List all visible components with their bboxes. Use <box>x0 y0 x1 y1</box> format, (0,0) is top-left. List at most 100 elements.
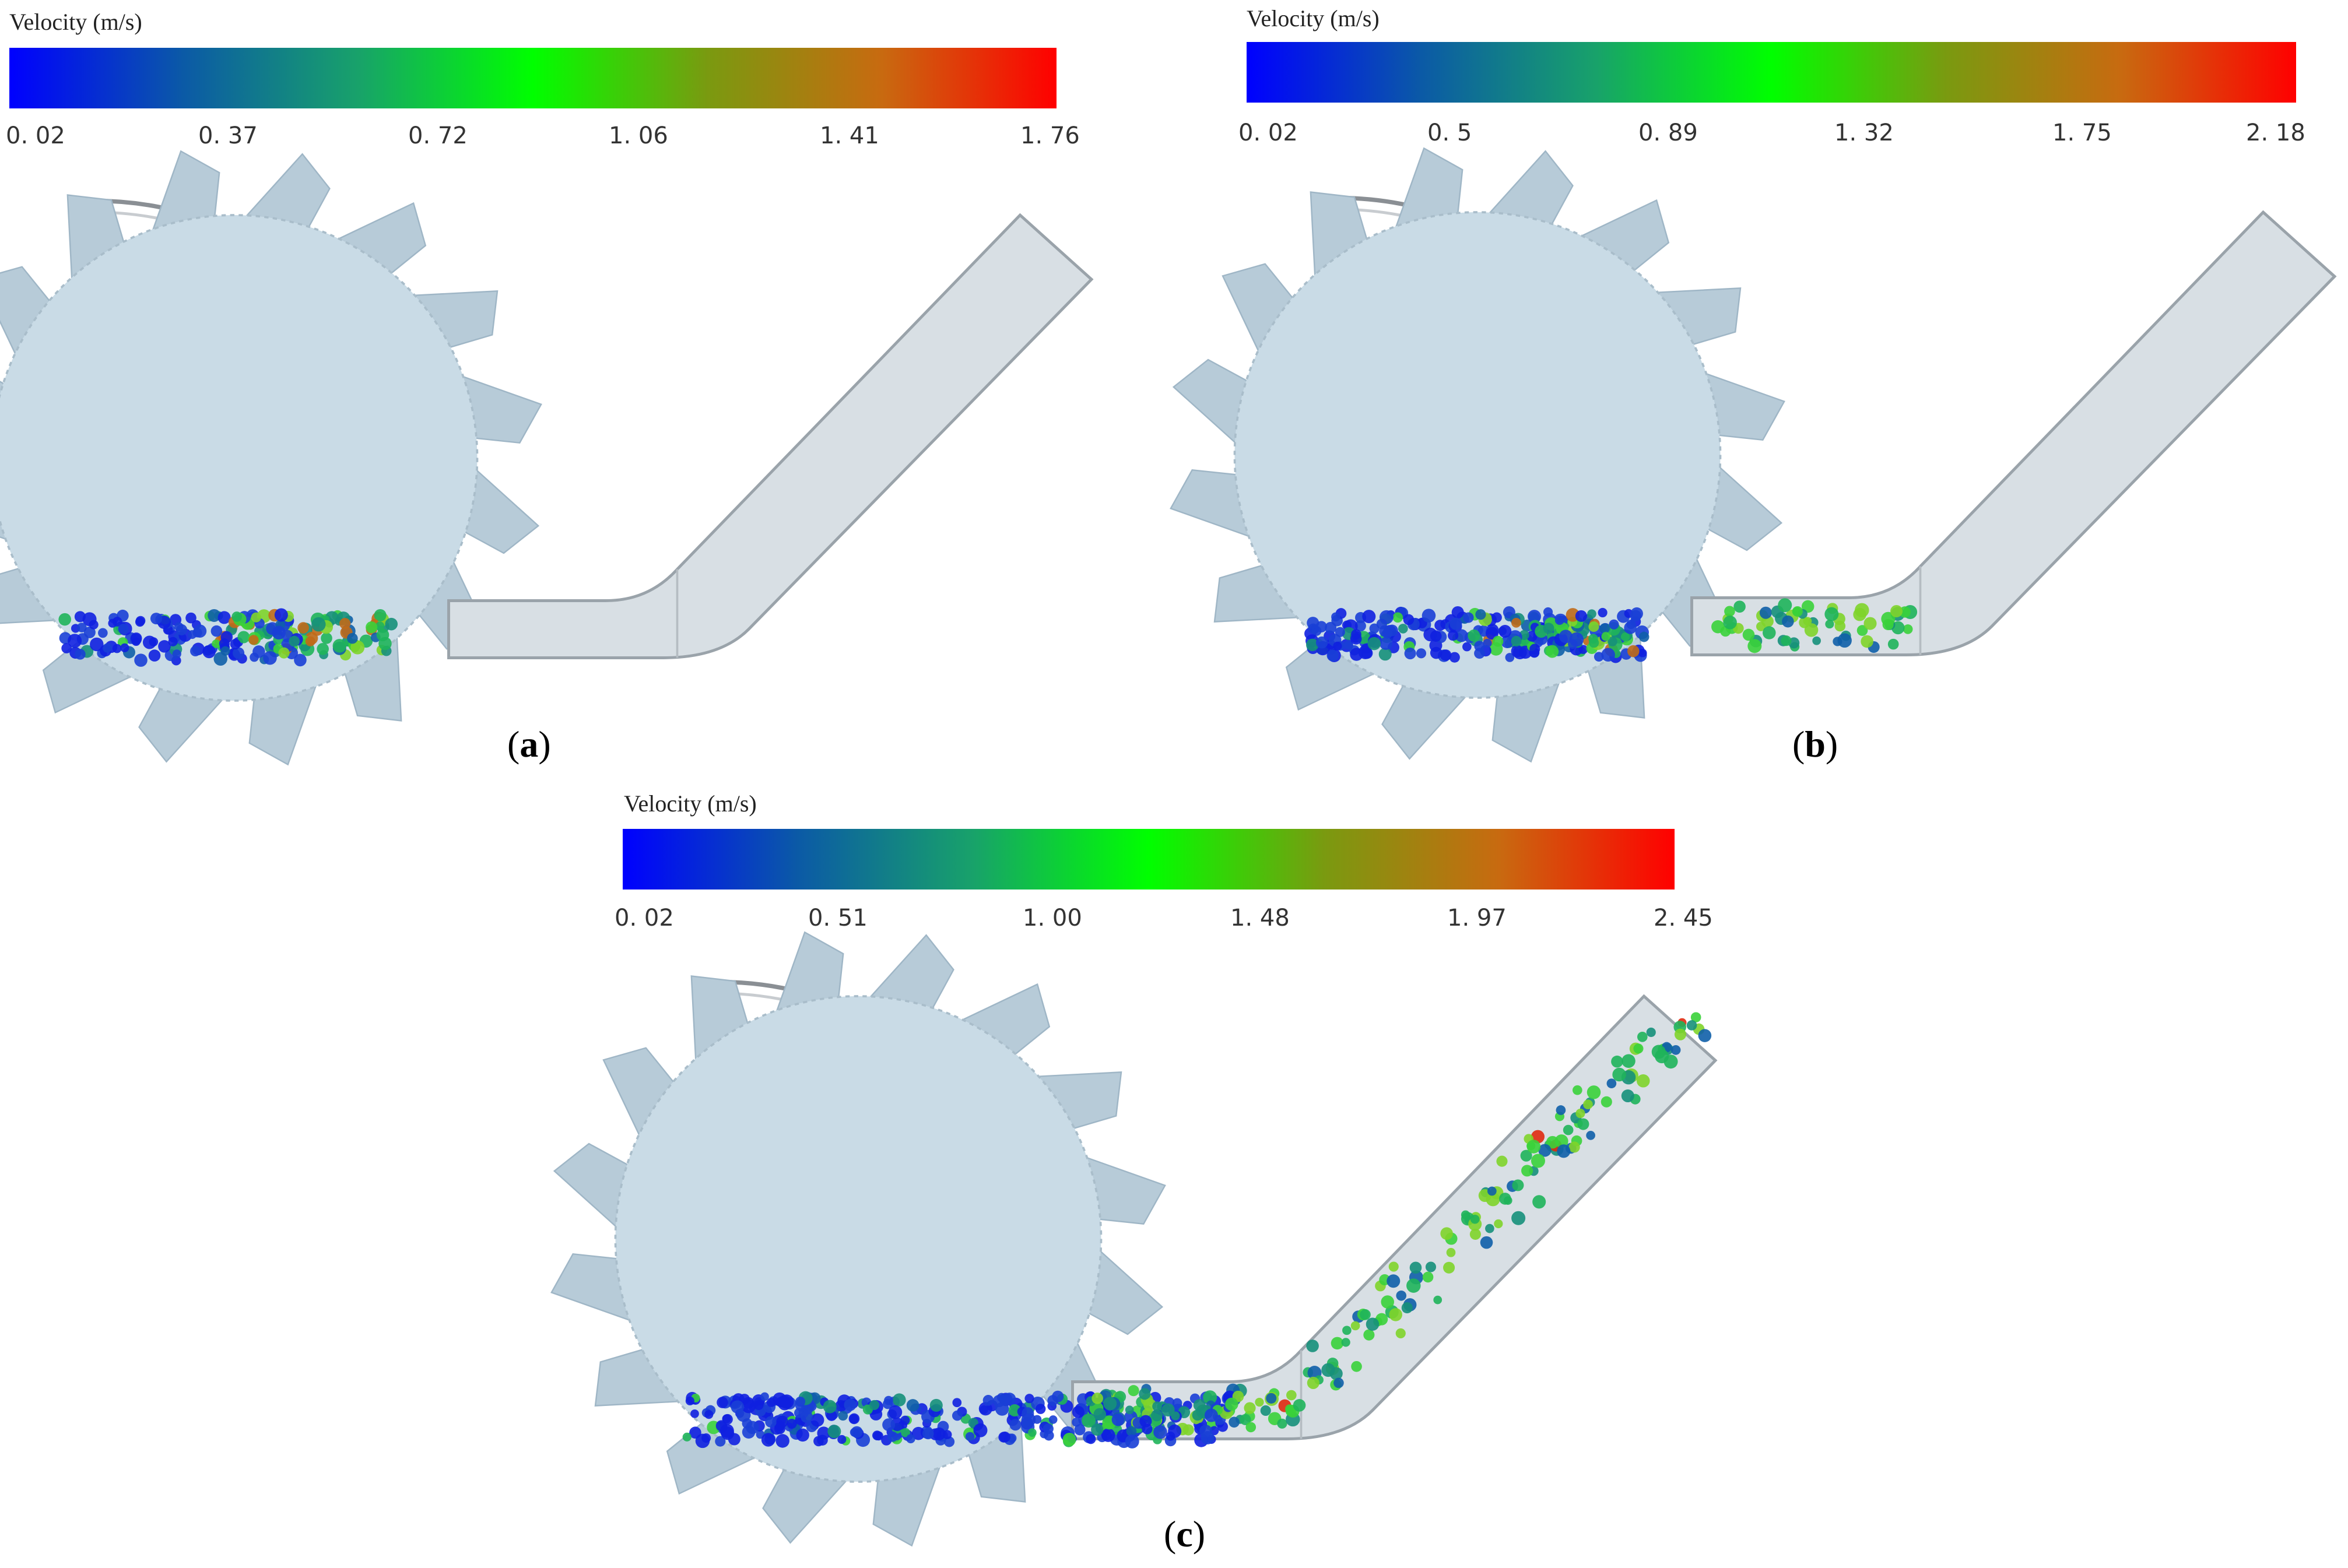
particle <box>172 649 181 659</box>
particle <box>1285 1405 1296 1417</box>
particle <box>1362 610 1376 624</box>
particle <box>1577 1118 1589 1130</box>
particle <box>317 643 329 655</box>
particle <box>695 1433 710 1449</box>
particle <box>1825 619 1834 629</box>
particle <box>1612 1067 1626 1082</box>
particle <box>869 1408 883 1421</box>
particle <box>807 1402 817 1411</box>
particle <box>1003 1393 1016 1405</box>
particle <box>1834 620 1846 632</box>
particle <box>704 1410 714 1419</box>
particle <box>1416 648 1427 659</box>
particle <box>1433 1295 1443 1305</box>
particle <box>1511 635 1522 647</box>
particle <box>1474 648 1485 659</box>
particle <box>1111 1413 1125 1426</box>
rotor-disc <box>1233 211 1722 699</box>
particle <box>837 1435 847 1444</box>
particle <box>185 612 196 624</box>
particle <box>1126 1426 1137 1437</box>
particle <box>1633 1043 1644 1054</box>
particle <box>851 1426 863 1438</box>
particle <box>1587 1085 1601 1099</box>
particle <box>1511 1211 1526 1225</box>
particle <box>1449 617 1462 630</box>
particle <box>787 1418 797 1429</box>
particle <box>760 1392 769 1401</box>
particle <box>108 618 117 628</box>
particle <box>1378 648 1392 661</box>
particle <box>1152 1401 1162 1411</box>
particle <box>682 1432 692 1442</box>
particle <box>1072 1417 1081 1427</box>
particle <box>1072 1405 1084 1418</box>
rotor-disc <box>614 995 1103 1483</box>
tick-c-3: 1. 48 <box>1230 905 1290 931</box>
particle <box>685 1396 694 1405</box>
particle <box>1404 648 1416 660</box>
particle <box>83 626 96 638</box>
particle <box>1485 627 1499 640</box>
particle <box>1062 1432 1076 1446</box>
particle <box>1101 1428 1115 1442</box>
particle <box>1366 1317 1380 1331</box>
particle <box>1341 1338 1350 1347</box>
particle <box>1333 641 1342 651</box>
particle <box>210 625 223 637</box>
particle <box>1335 627 1345 637</box>
particle <box>1422 609 1436 623</box>
particle <box>1367 637 1381 651</box>
particle <box>1622 1054 1635 1068</box>
particle <box>1638 648 1647 658</box>
simulation-scene-c <box>550 931 1718 1547</box>
particle <box>690 1409 699 1418</box>
particle <box>1204 1408 1218 1422</box>
particle <box>1350 648 1363 661</box>
particle <box>150 613 163 625</box>
particle <box>1449 652 1460 663</box>
particle <box>1461 1210 1470 1219</box>
particle <box>1803 617 1812 626</box>
particle <box>278 647 290 659</box>
particle <box>1331 612 1340 622</box>
particle <box>717 1397 728 1408</box>
particle <box>952 1410 963 1421</box>
particle <box>922 1428 934 1440</box>
colorbar-b <box>1247 42 2296 103</box>
particle <box>1351 1360 1362 1372</box>
caption-b: (b) <box>1792 723 1838 765</box>
particle <box>1430 646 1443 659</box>
particle <box>112 644 122 653</box>
particle <box>1601 648 1615 662</box>
particle <box>231 611 242 622</box>
particle <box>1887 638 1899 650</box>
particle <box>911 1426 925 1440</box>
particle <box>311 617 326 632</box>
particle <box>1853 607 1866 621</box>
particle <box>1286 1390 1297 1401</box>
particle <box>1329 1367 1343 1380</box>
particle <box>929 1398 943 1412</box>
tick-c-0: 0. 02 <box>615 905 674 931</box>
caption-a: (a) <box>507 723 551 765</box>
particle <box>1651 1045 1666 1059</box>
particle <box>251 612 261 623</box>
particle <box>801 1410 813 1423</box>
particle <box>1733 600 1746 613</box>
particle <box>134 653 148 667</box>
particle <box>1052 1390 1064 1402</box>
particle <box>1153 1425 1167 1439</box>
particle <box>1361 647 1373 659</box>
particle <box>1554 1134 1568 1148</box>
particle <box>1091 1393 1103 1404</box>
particle <box>1315 636 1328 649</box>
particle <box>1674 1028 1687 1040</box>
particle <box>1890 604 1903 618</box>
particle <box>366 621 378 634</box>
particle <box>1601 632 1610 641</box>
particle <box>722 1414 731 1423</box>
particle <box>1363 1329 1375 1341</box>
particle <box>1491 612 1502 623</box>
particle <box>1609 619 1619 630</box>
